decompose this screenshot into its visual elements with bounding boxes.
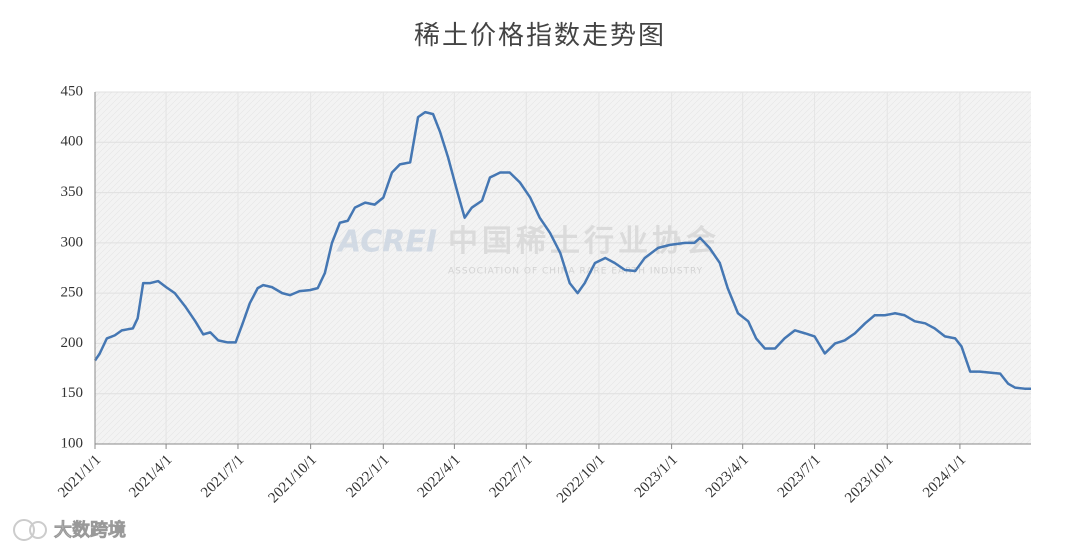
y-tick-label: 250: [61, 285, 84, 301]
x-tick-label: 2023/4/1: [703, 452, 752, 501]
logo-icon: [13, 519, 35, 541]
y-tick-label: 400: [61, 134, 84, 150]
x-tick-label: 2023/10/1: [842, 452, 896, 506]
x-tick-label: 2022/10/1: [554, 452, 608, 506]
y-tick-label: 350: [61, 184, 84, 200]
x-tick-label: 2021/10/1: [266, 452, 320, 506]
y-tick-label: 100: [61, 435, 84, 451]
x-tick-label: 2022/4/1: [415, 452, 464, 501]
source: 大数跨境: [54, 519, 126, 541]
watermark-name: 中国稀土行业协会: [448, 224, 720, 259]
x-tick-label: 2021/1/1: [55, 452, 104, 501]
series-line: [93, 110, 1031, 390]
watermark-logo: ACREI: [336, 225, 437, 260]
x-tick-label: 2023/7/1: [775, 452, 824, 501]
watermark-subtitle: ASSOCIATION OF CHINA RARE EARTH INDUSTRY: [448, 267, 703, 277]
y-tick-label: 450: [61, 83, 84, 99]
logo-icon: [29, 521, 47, 539]
x-tick-label: 2023/1/1: [632, 452, 681, 501]
x-tick-label: 2021/7/1: [198, 452, 247, 501]
y-tick-label: 300: [61, 234, 84, 250]
x-tick-label: 2024/1/1: [920, 452, 969, 501]
watermark: ACREI 中国稀土行业协会 ASSOCIATION OF CHINA RARE…: [336, 224, 720, 277]
plot-area: [95, 92, 1031, 444]
series-group: [93, 110, 1031, 390]
source-logo: 大数跨境: [13, 519, 126, 541]
chart-title: 稀土价格指数走势图: [414, 21, 666, 50]
y-tick-label: 150: [61, 385, 84, 401]
x-tick-label: 2022/7/1: [486, 452, 535, 501]
x-tick-label: 2022/1/1: [344, 452, 393, 501]
x-tick-label: 2021/4/1: [126, 452, 175, 501]
y-tick-label: 200: [61, 335, 84, 351]
